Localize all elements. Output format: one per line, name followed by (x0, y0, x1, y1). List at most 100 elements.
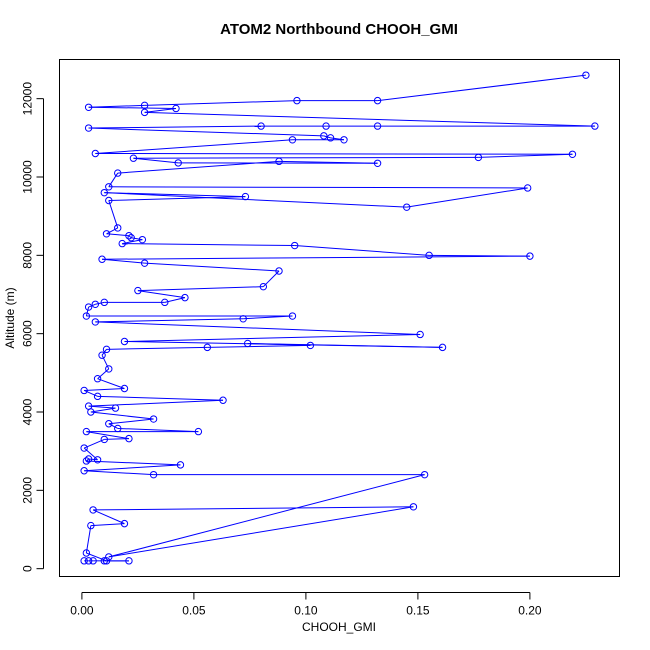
series-segment (207, 344, 311, 348)
series-segment (108, 418, 154, 425)
plot-area (59, 59, 620, 577)
data-point (114, 424, 122, 433)
data-point (275, 157, 283, 166)
x-axis: 0.00 0.05 0.10 0.15 0.20 (70, 592, 542, 618)
series-segment (92, 509, 125, 525)
series-segment (133, 157, 179, 164)
series-segment (108, 200, 119, 229)
data-point (174, 159, 182, 167)
series-segment (95, 153, 573, 155)
data-point (293, 96, 301, 105)
data-point (127, 234, 135, 242)
series-segment (95, 321, 421, 335)
series-segment (86, 458, 89, 462)
series-segment (93, 506, 414, 511)
data-point (87, 521, 95, 530)
data-point (291, 241, 299, 250)
y-tick-label: 10000 (21, 160, 35, 194)
data-point (100, 298, 109, 307)
y-tick-label: 6000 (21, 320, 35, 347)
data-point (259, 282, 268, 291)
series-segment (108, 506, 414, 558)
series-segment (88, 125, 262, 129)
series-segment (95, 301, 105, 305)
data-point (129, 154, 138, 162)
series-segment (330, 137, 345, 141)
data-point (425, 251, 433, 260)
data-point (582, 71, 590, 79)
data-point (275, 267, 283, 275)
data-point (102, 557, 111, 565)
data-point (84, 455, 93, 463)
data-point (243, 339, 252, 348)
series-segment (478, 153, 573, 158)
series-segment (106, 227, 118, 235)
data-point (80, 557, 88, 565)
series-segment (124, 341, 443, 348)
series-segment (377, 74, 586, 102)
series-segment (108, 186, 528, 189)
chart-title: ATOM2 Northbound CHOOH_GMI (220, 21, 458, 38)
series-segment (86, 460, 181, 466)
data-point (125, 557, 133, 565)
series-segment (84, 470, 154, 476)
series-segment (108, 474, 425, 558)
data-point (80, 386, 88, 395)
series-segment (104, 438, 129, 440)
series-segment (86, 431, 130, 440)
series-segment (144, 111, 595, 127)
series-segment (88, 399, 224, 407)
data-point (125, 232, 133, 240)
data-point (134, 286, 142, 295)
y-tick-label: 8000 (21, 242, 35, 269)
data-point (288, 312, 297, 320)
data-point (288, 136, 297, 144)
series-segment (131, 237, 143, 241)
series-segment (95, 139, 293, 154)
data-point (100, 557, 109, 565)
y-axis-label: Altitude (m) (3, 287, 17, 348)
data-point (140, 259, 149, 267)
series-segment (90, 523, 125, 527)
data-point (526, 252, 534, 260)
data-point (438, 343, 447, 352)
series-segment (108, 196, 246, 201)
data-point (102, 345, 111, 354)
data-point (84, 557, 93, 565)
data-point (568, 150, 577, 158)
data-point (98, 351, 106, 359)
data-point (93, 392, 102, 401)
data-point (181, 293, 189, 302)
series-segment (137, 286, 264, 292)
data-point (120, 337, 129, 346)
data-point (373, 96, 382, 105)
series-segment (83, 390, 98, 397)
data-point (105, 196, 113, 205)
data-point (194, 427, 203, 436)
x-axis-label: CHOOH_GMI (302, 620, 376, 634)
data-point (105, 420, 113, 428)
series-segment (84, 388, 125, 391)
data-point (114, 224, 122, 232)
data-point (140, 101, 149, 110)
data-point (149, 415, 158, 423)
series-segment (90, 411, 154, 420)
data-point (98, 255, 106, 263)
series-segment (406, 187, 528, 208)
data-point (320, 132, 328, 140)
data-point (257, 122, 265, 130)
series-segment (97, 395, 224, 401)
data-point (93, 375, 102, 383)
data-point (80, 444, 88, 452)
series-segment (124, 333, 421, 342)
data-point (80, 467, 88, 475)
x-tick-label: 0.20 (518, 604, 542, 618)
data-point (120, 384, 129, 393)
data-point (100, 188, 109, 197)
series-segment (108, 423, 118, 429)
data-point (82, 549, 91, 557)
series-segment (122, 243, 295, 247)
series-segment (88, 104, 145, 108)
data-point (203, 343, 212, 352)
data-point (82, 457, 91, 465)
